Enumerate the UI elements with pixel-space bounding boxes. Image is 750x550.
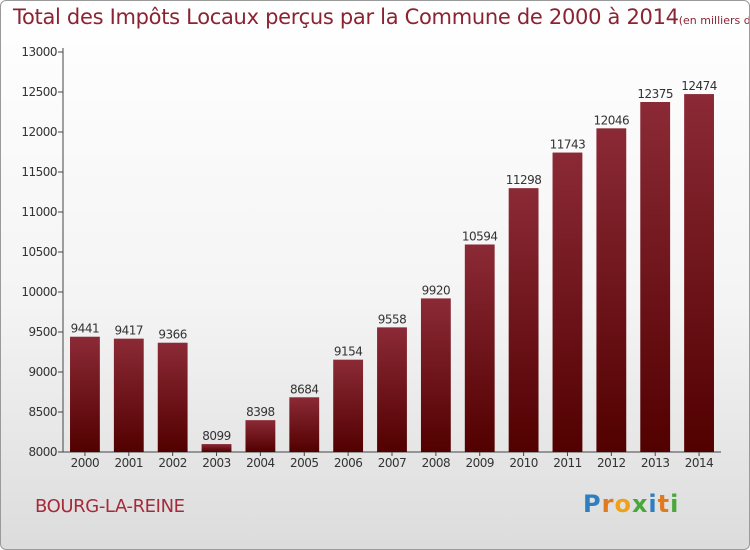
commune-name: BOURG-LA-REINE — [35, 496, 185, 517]
y-tick-label: 13000 — [21, 45, 57, 59]
bar-value-label: 10594 — [462, 229, 498, 243]
x-tick-label: 2002 — [158, 456, 187, 470]
x-tick-label: 2009 — [465, 456, 494, 470]
bar — [684, 94, 714, 452]
chart-title: Total des Impôts Locaux perçus par la Co… — [13, 5, 749, 29]
bar — [464, 244, 495, 452]
bar-value-label: 8398 — [246, 405, 275, 419]
x-tick-label: 2000 — [71, 456, 100, 470]
y-tick-label: 8500 — [28, 405, 57, 419]
bar — [201, 444, 232, 452]
bar — [508, 188, 539, 452]
chart-title-text: Total des Impôts Locaux perçus par la Co… — [13, 5, 679, 29]
y-tick-label: 10000 — [21, 285, 57, 299]
x-tick-label: 2008 — [422, 456, 451, 470]
x-tick-label: 2001 — [115, 456, 144, 470]
bar-value-label: 8099 — [202, 429, 231, 443]
logo-letter: t — [657, 490, 671, 518]
proxiti-logo[interactable]: Proxiti — [583, 490, 679, 518]
chart-title-unit: (en milliers d'€) — [678, 14, 749, 27]
logo-letter: x — [631, 490, 649, 518]
bar — [289, 397, 320, 452]
bar-value-label: 9417 — [115, 324, 144, 338]
x-tick-label: 2014 — [685, 456, 714, 470]
logo-letter: o — [614, 490, 632, 518]
logo-letter: P — [583, 490, 602, 518]
y-tick-label: 10500 — [21, 245, 57, 259]
bar — [420, 298, 451, 452]
bar — [377, 327, 407, 452]
y-tick-label: 12000 — [21, 125, 57, 139]
bar — [333, 359, 364, 452]
bar-value-label: 12046 — [593, 113, 629, 127]
bar-value-label: 12474 — [681, 79, 717, 93]
bar-value-label: 12375 — [637, 87, 673, 101]
y-tick-label: 12500 — [21, 85, 57, 99]
y-tick-label: 9500 — [28, 325, 57, 339]
x-tick-label: 2012 — [597, 456, 626, 470]
logo-letter: r — [601, 490, 615, 518]
logo-letter: i — [670, 490, 680, 518]
bar-value-label: 8684 — [290, 382, 319, 396]
bar-value-label: 9558 — [378, 312, 407, 326]
logo-letter: i — [648, 490, 658, 518]
x-tick-label: 2013 — [641, 456, 670, 470]
bar-value-label: 11743 — [550, 138, 586, 152]
x-tick-label: 2007 — [378, 456, 407, 470]
x-tick-label: 2005 — [290, 456, 319, 470]
y-tick-label: 11000 — [21, 205, 57, 219]
chart-bars: 9441 9417 9366 8099 8398 8684 9154 9558 9920 1059… — [70, 79, 717, 452]
bar — [113, 338, 144, 452]
bar — [157, 342, 188, 452]
bar-value-label: 9154 — [334, 345, 363, 359]
bar — [640, 102, 671, 452]
x-tick-label: 2011 — [553, 456, 582, 470]
bar — [596, 128, 627, 452]
x-tick-label: 2004 — [246, 456, 275, 470]
y-tick-label: 9000 — [28, 365, 57, 379]
bar — [70, 336, 100, 452]
bar-value-label: 9366 — [158, 328, 187, 342]
bar-value-label: 9441 — [71, 322, 100, 336]
y-tick-label: 11500 — [21, 165, 57, 179]
bar-value-label: 11298 — [506, 173, 542, 187]
y-tick-label: 8000 — [28, 445, 57, 459]
x-tick-label: 2010 — [509, 456, 538, 470]
x-tick-label: 2006 — [334, 456, 363, 470]
bar — [552, 152, 583, 452]
chart-axes: 8000 8500 9000 9500 10000 10500 11000 11500 1200… — [21, 45, 721, 470]
bar — [245, 420, 276, 452]
bar-value-label: 9920 — [422, 283, 451, 297]
x-tick-label: 2003 — [202, 456, 231, 470]
